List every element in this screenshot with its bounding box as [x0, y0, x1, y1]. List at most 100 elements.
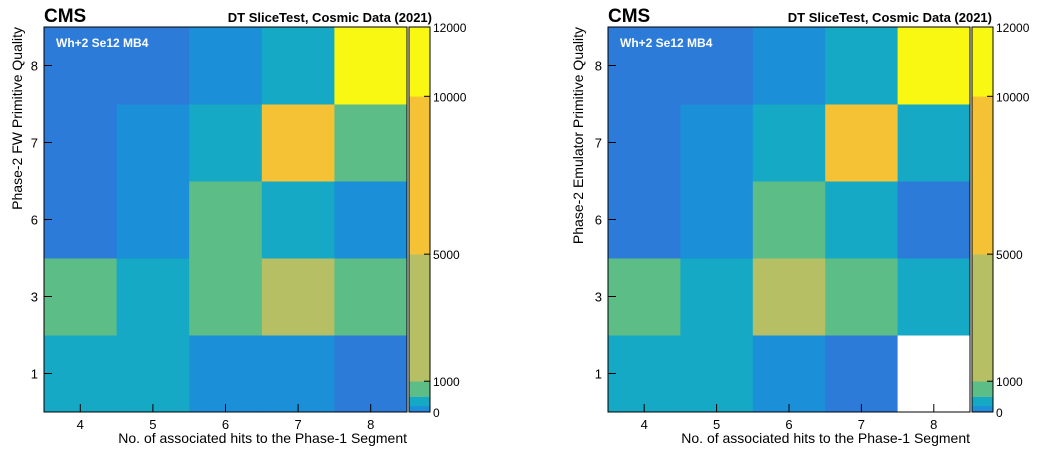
heatmap-cell	[334, 181, 408, 259]
heatmap-cell	[261, 104, 335, 182]
x-tick-label: 7	[294, 417, 301, 432]
heatmap-cell	[116, 27, 190, 105]
colorbar-tick-label: 12000	[996, 21, 1030, 35]
heatmap-cell	[825, 181, 899, 259]
experiment-label: CMS	[608, 6, 650, 27]
heatmap-cell	[752, 258, 826, 336]
heatmap-cell	[825, 335, 899, 413]
colorbar-segment	[972, 405, 993, 411]
heatmap-cell	[334, 335, 408, 413]
heatmap-cell	[116, 258, 190, 336]
heatmap-cell	[752, 335, 826, 413]
y-tick-label: 7	[595, 136, 602, 151]
colorbar-tick-label: 5000	[996, 248, 1023, 262]
colorbar-tick-label: 0	[433, 406, 440, 420]
colorbar-segment	[409, 405, 430, 411]
heatmap-cell	[44, 104, 118, 182]
colorbar-tick-label: 1000	[996, 375, 1023, 389]
x-tick-label: 5	[149, 417, 156, 432]
x-tick-label: 4	[641, 417, 648, 432]
y-tick-label: 8	[595, 59, 602, 74]
heatmap-cell	[752, 104, 826, 182]
heatmap-cell	[44, 27, 118, 105]
heatmap-cell	[116, 104, 190, 182]
heatmap-cell	[825, 104, 899, 182]
y-tick-label: 6	[595, 213, 602, 228]
experiment-label: CMS	[44, 6, 86, 27]
colorbar-segment	[972, 254, 993, 382]
chart-header: DT SliceTest, Cosmic Data (2021)	[788, 10, 992, 25]
heatmap-cell	[825, 27, 899, 105]
x-tick-label: 6	[785, 417, 792, 432]
colorbar-tick-label: 12000	[433, 21, 467, 35]
colorbar-tick-label: 10000	[996, 90, 1030, 104]
heatmap-cell	[680, 181, 754, 259]
colorbar-segment	[409, 410, 430, 413]
y-tick-label: 3	[31, 290, 38, 305]
heatmap-cell	[897, 258, 971, 336]
x-axis-title: No. of associated hits to the Phase-1 Se…	[681, 430, 970, 446]
heatmap-panel-emulator: CMS DT SliceTest, Cosmic Data (2021) 4 5 6…	[520, 0, 1040, 449]
chart-header: DT SliceTest, Cosmic Data (2021)	[228, 10, 432, 25]
colorbar-frame	[408, 26, 431, 413]
heatmap-cell	[261, 335, 335, 413]
heatmap-cell	[680, 104, 754, 182]
heatmap-cell	[608, 104, 681, 182]
heatmap-cell	[189, 104, 263, 182]
colorbar-segment	[409, 381, 430, 397]
heatmap-cell	[334, 27, 408, 105]
colorbar-segment	[972, 381, 993, 397]
colorbar-segment	[409, 27, 430, 97]
heatmap-cell	[608, 258, 681, 336]
heatmap-cell	[680, 27, 754, 105]
colorbar-segment	[409, 96, 430, 255]
x-tick-label: 8	[930, 417, 937, 432]
heatmap-cell	[897, 335, 971, 413]
colorbar-tick-label: 10000	[433, 90, 467, 104]
heatmap-panel-fw: CMS DT SliceTest, Cosmic Data (2021) 4 5 6…	[9, 6, 467, 446]
colorbar-segment	[972, 96, 993, 255]
heatmap-cell	[261, 258, 335, 336]
heatmap-cell	[116, 335, 190, 413]
colorbar-segment	[409, 396, 430, 407]
heatmap-cell	[752, 27, 826, 105]
x-tick-label: 4	[77, 417, 84, 432]
heatmap-cell	[608, 181, 681, 259]
y-tick-label: 7	[31, 136, 38, 151]
heatmap-cell	[334, 104, 408, 182]
colorbar-segment	[972, 396, 993, 407]
region-tag: Wh+2 Se12 MB4	[56, 36, 149, 50]
colorbar-segment	[972, 27, 993, 97]
x-tick-label: 7	[858, 417, 865, 432]
x-tick-label: 6	[222, 417, 229, 432]
heatmap-cell	[897, 181, 971, 259]
heatmap-cell	[608, 27, 681, 105]
heatmap-cell	[680, 335, 754, 413]
heatmap-cell	[189, 258, 263, 336]
region-tag: Wh+2 Se12 MB4	[620, 36, 713, 50]
colorbar-frame	[971, 26, 994, 413]
y-tick-label: 8	[31, 59, 38, 74]
heatmap-cell	[825, 258, 899, 336]
y-axis-title: Phase-2 FW Primitive Quality	[9, 27, 25, 210]
heatmap-cell	[261, 27, 335, 105]
heatmap-cell	[44, 258, 118, 336]
y-tick-label: 3	[595, 290, 602, 305]
colorbar-tick-label: 1000	[433, 375, 460, 389]
heatmap-cell	[44, 181, 118, 259]
x-tick-label: 8	[367, 417, 374, 432]
colorbar-segment	[972, 410, 993, 413]
y-tick-label: 6	[31, 213, 38, 228]
heatmap-cell	[189, 27, 263, 105]
heatmap-cell	[608, 335, 681, 413]
heatmap-fw-svg: CMS DT SliceTest, Cosmic Data (2021) 4 5 6…	[9, 6, 467, 446]
heatmap-cell	[680, 258, 754, 336]
heatmap-cell	[189, 335, 263, 413]
y-tick-label: 1	[31, 367, 38, 382]
y-tick-label: 1	[595, 367, 602, 382]
colorbar-segment	[409, 254, 430, 382]
heatmap-cell	[189, 181, 263, 259]
colorbar-tick-label: 0	[996, 406, 1003, 420]
heatmap-cell	[261, 181, 335, 259]
x-tick-label: 5	[713, 417, 720, 432]
